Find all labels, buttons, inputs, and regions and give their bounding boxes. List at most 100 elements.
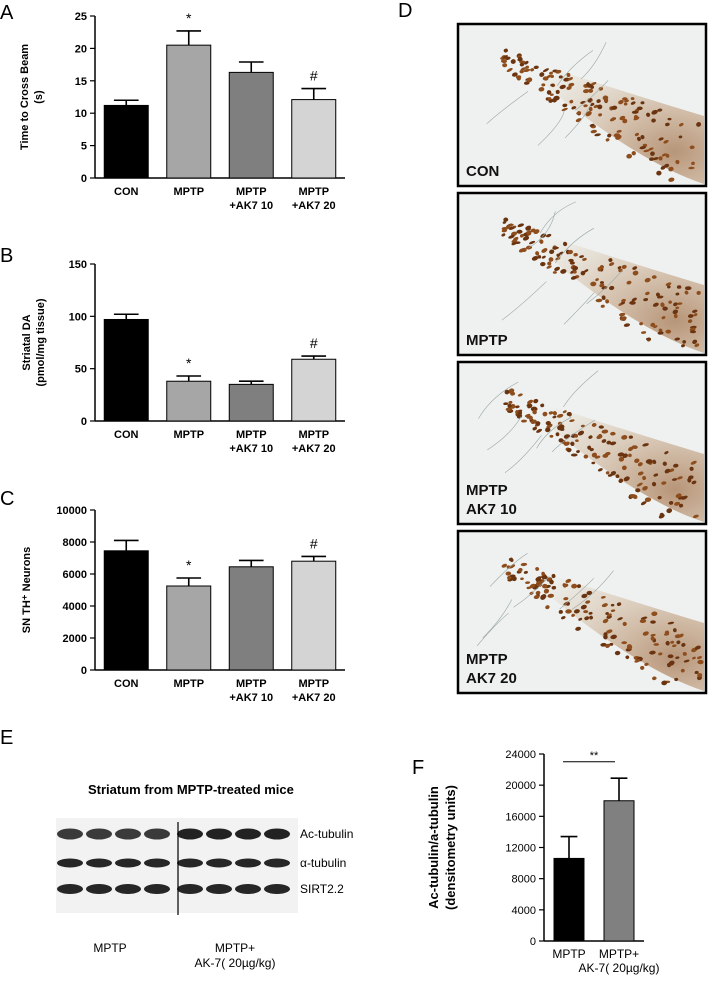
neuron	[568, 82, 575, 87]
neuron	[536, 428, 543, 433]
y-tick-label: 5	[81, 141, 87, 153]
neuron	[628, 453, 632, 458]
chart-f-acetylation: 0 4000 8000 12000 16000 20000 24000 Ac-tubulin/…	[426, 749, 659, 975]
neuron	[651, 481, 657, 487]
neuron	[516, 229, 523, 234]
micrograph-2: MPTP	[456, 191, 708, 357]
neuron	[605, 299, 610, 304]
neuron	[511, 238, 518, 243]
blot-band	[264, 858, 290, 868]
neuron	[640, 501, 647, 506]
neuron	[631, 297, 637, 302]
blot-title: Striatum from MPTP-treated mice	[88, 782, 294, 797]
neuron	[617, 266, 622, 270]
neuron	[682, 340, 687, 344]
bar	[166, 585, 212, 671]
neuron	[549, 93, 554, 96]
neuron	[689, 327, 696, 332]
neuron	[688, 475, 694, 479]
neuron	[570, 453, 578, 457]
neuron	[520, 67, 527, 71]
neuron	[526, 77, 533, 83]
group-label: AK-7( 20µg/kg)	[195, 956, 276, 970]
neuron	[639, 322, 644, 326]
neuron	[572, 270, 577, 274]
neuron	[525, 227, 531, 231]
y-tick-label: 4000	[63, 601, 87, 613]
bar	[103, 318, 149, 422]
neuron	[607, 133, 612, 138]
x-category-label: MPTP	[298, 678, 329, 690]
neuron	[517, 223, 525, 228]
neuron	[628, 435, 633, 439]
neuron	[542, 584, 546, 588]
blot-band	[206, 858, 232, 868]
neuron	[650, 633, 656, 637]
neuron	[675, 159, 680, 165]
neuron	[673, 628, 677, 633]
neuron	[560, 269, 567, 274]
neuron	[563, 597, 569, 601]
neuron	[663, 632, 670, 636]
y-tick-label: 6000	[63, 569, 87, 581]
neuron	[565, 601, 571, 606]
significance-marker: **	[590, 750, 599, 762]
neuron	[561, 616, 566, 620]
fiber	[580, 42, 607, 80]
neuron	[644, 662, 649, 666]
band-label: SIRT2.2	[300, 882, 344, 896]
neuron	[551, 573, 556, 579]
band-label: Ac-tubulin	[300, 827, 353, 841]
neuron	[673, 302, 678, 307]
blot-band	[57, 828, 83, 840]
neuron	[576, 450, 580, 454]
chart-a-beam-crossing: 0 5 10 15 20 25 Time to Cross Beam (s) CON MPTP * M…	[19, 10, 345, 212]
neuron	[690, 460, 697, 465]
neuron	[689, 330, 697, 334]
neuron	[552, 271, 557, 274]
neuron	[501, 563, 508, 568]
neuron	[621, 465, 627, 471]
neuron	[657, 495, 662, 500]
y-tick-label: 20000	[505, 780, 536, 792]
neuron	[687, 314, 694, 318]
neuron	[545, 427, 551, 433]
neuron	[526, 231, 532, 236]
neuron	[591, 461, 596, 465]
neuron	[577, 430, 585, 436]
neuron	[665, 282, 672, 286]
neuron	[668, 166, 674, 172]
y-axis-label: SN TH⁺ Neurons	[21, 547, 33, 633]
neuron	[658, 652, 663, 656]
neuron	[540, 261, 546, 267]
neuron	[674, 337, 681, 341]
y-axis-label: Time to Cross Beam	[19, 44, 31, 150]
neuron	[503, 48, 508, 53]
neuron	[563, 77, 570, 82]
x-category-label: CON	[114, 429, 139, 441]
neuron	[512, 72, 518, 77]
neuron	[687, 319, 693, 323]
neuron	[665, 153, 670, 158]
neuron	[605, 138, 610, 142]
neuron	[652, 676, 657, 681]
neuron	[556, 413, 564, 418]
significance-marker: *	[186, 10, 192, 26]
neuron	[630, 97, 635, 100]
neuron	[678, 135, 683, 139]
neuron	[601, 295, 606, 301]
neuron	[689, 466, 694, 471]
neuron	[509, 564, 516, 569]
neuron	[594, 455, 601, 459]
neuron	[665, 122, 670, 127]
micrograph-panel: CON MPTP MPTP AK7 10 MPTP AK7 20	[456, 22, 708, 695]
y-tick-label: 8000	[512, 874, 536, 886]
neuron	[678, 122, 684, 127]
blot-band	[57, 884, 83, 894]
neuron	[610, 603, 615, 607]
neuron	[632, 266, 638, 270]
neuron	[660, 302, 665, 308]
micrograph-label: MPTP	[466, 482, 508, 499]
fiber	[556, 50, 594, 86]
neuron	[562, 241, 568, 247]
